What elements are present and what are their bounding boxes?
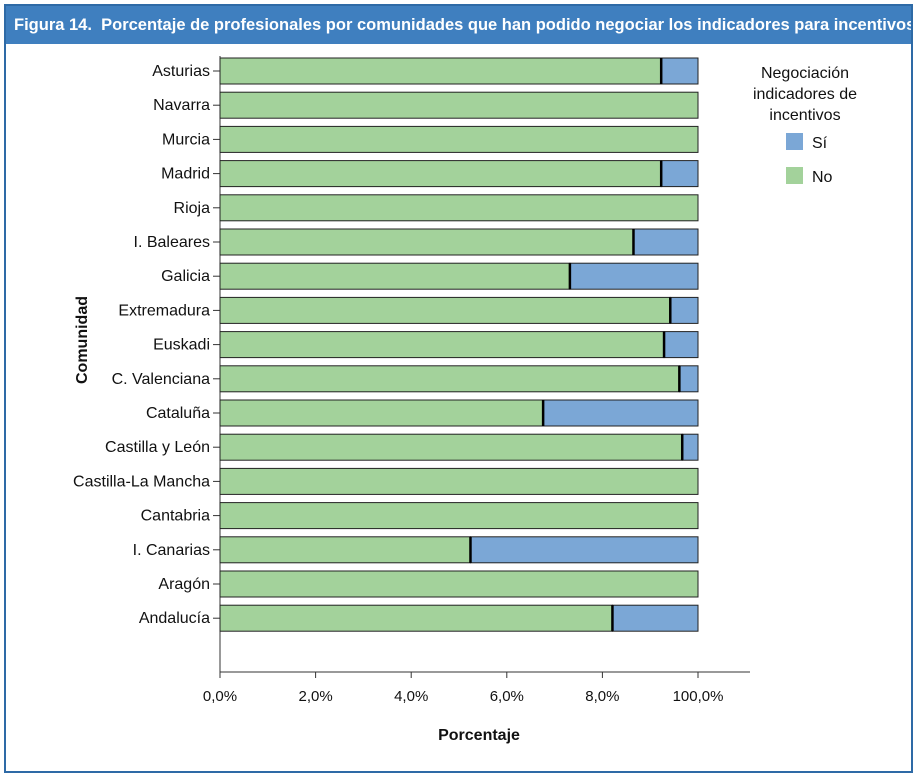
bar-no	[219, 160, 662, 188]
bar-si	[469, 536, 699, 564]
bar-no	[219, 331, 665, 359]
bar-no	[219, 262, 571, 290]
bar-no	[219, 604, 613, 632]
category-label: Andalucía	[139, 610, 210, 627]
bar-no	[219, 570, 699, 598]
bar-no	[219, 365, 680, 393]
category-label: Navarra	[153, 97, 210, 114]
figure-title: Porcentaje de profesionales por comunida…	[101, 16, 911, 34]
category-label: Rioja	[174, 200, 211, 217]
bar-si	[660, 57, 699, 85]
legend-title-line: indicadores de	[753, 86, 857, 103]
y-axis-title: Comunidad	[74, 296, 91, 384]
bar-no	[219, 125, 699, 153]
x-axis-title: Porcentaje	[438, 727, 520, 744]
x-tick-label: 100,0%	[673, 688, 724, 705]
x-tick-label: 6,0%	[490, 688, 524, 705]
category-label: Extremadura	[118, 302, 210, 319]
category-label: I. Baleares	[134, 234, 210, 251]
legend-label-no: No	[812, 169, 833, 186]
bar-si	[611, 604, 699, 632]
legend-title-line: incentivos	[769, 107, 840, 124]
bar-no	[219, 467, 699, 495]
bar-si	[681, 433, 699, 461]
legend-title-line: Negociación	[761, 65, 849, 82]
figure-title-bar: Figura 14. Porcentaje de profesionales p…	[6, 6, 911, 44]
category-label: Aragón	[158, 576, 210, 593]
bar-si	[669, 296, 699, 324]
bar-si	[660, 160, 699, 188]
legend-swatch-no	[786, 167, 803, 184]
x-tick-label: 8,0%	[585, 688, 619, 705]
x-tick-label: 4,0%	[394, 688, 428, 705]
category-label: Galicia	[161, 268, 210, 285]
bar-si	[632, 228, 699, 256]
bar-si	[569, 262, 699, 290]
bar-no	[219, 91, 699, 119]
category-label: I. Canarias	[133, 542, 210, 559]
bar-si	[663, 331, 699, 359]
category-label: Cantabria	[141, 508, 210, 525]
bar-no	[219, 399, 544, 427]
bar-no	[219, 502, 699, 530]
bar-no	[219, 194, 699, 222]
category-label: Castilla y León	[105, 439, 210, 456]
x-tick-label: 2,0%	[298, 688, 332, 705]
bar-si	[542, 399, 699, 427]
bar-si	[678, 365, 699, 393]
category-label: C. Valenciana	[112, 371, 211, 388]
category-label: Murcia	[162, 131, 210, 148]
legend-label-si: Sí	[812, 135, 828, 152]
category-label: Asturias	[152, 63, 210, 80]
bar-no	[219, 296, 671, 324]
bar-no	[219, 433, 683, 461]
category-label: Cataluña	[146, 405, 210, 422]
bar-no	[219, 57, 662, 85]
category-label: Castilla-La Mancha	[73, 473, 210, 490]
category-label: Madrid	[161, 166, 210, 183]
bar-no	[219, 536, 471, 564]
figure-label: Figura 14.	[14, 16, 92, 34]
x-tick-label: 0,0%	[203, 688, 237, 705]
category-label: Euskadi	[153, 337, 210, 354]
bar-no	[219, 228, 634, 256]
legend-swatch-si	[786, 133, 803, 150]
